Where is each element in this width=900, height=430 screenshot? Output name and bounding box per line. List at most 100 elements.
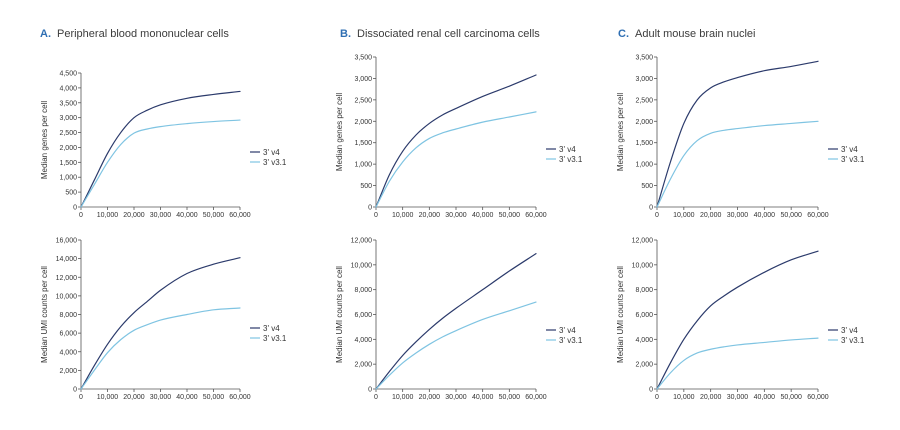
y-tick-label-b-umi: 10,000 — [351, 262, 373, 269]
x-tick-label-b-genes: 20,000 — [419, 212, 441, 219]
x-tick-label-b-umi: 40,000 — [472, 394, 494, 401]
y-tick-label-c-genes: 3,000 — [635, 76, 653, 83]
x-tick-label-a-genes: 0 — [79, 212, 83, 219]
y-tick-label-b-genes: 2,500 — [354, 97, 372, 104]
y-axis-label-a-genes: Median genes per cell — [40, 101, 49, 179]
y-tick-label-c-umi: 2,000 — [635, 362, 653, 369]
panel-b-title-text: Dissociated renal cell carcinoma cells — [357, 28, 540, 40]
x-tick-label-b-genes: 50,000 — [499, 212, 521, 219]
x-tick-label-a-genes: 50,000 — [203, 212, 225, 219]
y-tick-label-b-umi: 0 — [368, 387, 372, 394]
y-tick-label-a-umi: 12,000 — [56, 275, 78, 282]
x-tick-label-c-genes: 10,000 — [673, 212, 695, 219]
x-tick-label-b-genes: 40,000 — [472, 212, 494, 219]
y-axis-label-c-genes: Median genes per cell — [616, 93, 625, 171]
panel-c-title: C. Adult mouse brain nuclei — [618, 28, 755, 40]
series-line-v4-a-genes — [80, 90, 241, 208]
x-tick-label-b-genes: 10,000 — [392, 212, 414, 219]
y-tick-label-a-genes: 1,000 — [59, 175, 77, 182]
y-tick-label-c-genes: 0 — [649, 205, 653, 212]
x-tick-label-a-umi: 30,000 — [150, 394, 172, 401]
x-tick-label-c-umi: 60,000 — [807, 394, 829, 401]
panel-a-title: A. Peripheral blood mononuclear cells — [40, 28, 229, 40]
y-axis-label-a-umi: Median UMI counts per cell — [40, 266, 49, 363]
legend-label-v4-b-umi: 3' v4 — [559, 326, 576, 335]
y-tick-label-a-umi: 4,000 — [59, 349, 77, 356]
y-tick-label-a-genes: 0 — [73, 205, 77, 212]
x-tick-label-c-umi: 30,000 — [727, 394, 749, 401]
y-axis-label-b-umi: Median UMI counts per cell — [335, 266, 344, 363]
y-tick-label-c-genes: 2,000 — [635, 119, 653, 126]
y-tick-label-c-umi: 0 — [649, 387, 653, 394]
y-tick-label-a-umi: 10,000 — [56, 293, 78, 300]
panel-a-letter: A. — [40, 28, 51, 40]
x-tick-label-c-genes: 20,000 — [700, 212, 722, 219]
x-tick-label-c-umi: 20,000 — [700, 394, 722, 401]
x-tick-label-b-genes: 0 — [374, 212, 378, 219]
y-tick-label-b-genes: 3,500 — [354, 55, 372, 62]
y-tick-label-c-genes: 2,500 — [635, 97, 653, 104]
panel-b-letter: B. — [340, 28, 351, 40]
series-line-v3-1-c-genes — [656, 120, 819, 208]
y-tick-label-a-genes: 3,000 — [59, 115, 77, 122]
y-tick-label-c-genes: 500 — [641, 183, 653, 190]
panel-c-letter: C. — [618, 28, 629, 40]
y-tick-label-b-genes: 2,000 — [354, 119, 372, 126]
x-tick-label-c-genes: 40,000 — [754, 212, 776, 219]
x-tick-label-a-genes: 10,000 — [97, 212, 119, 219]
y-tick-label-b-genes: 1,000 — [354, 162, 372, 169]
x-tick-label-b-umi: 20,000 — [419, 394, 441, 401]
legend-label-v3-1-a-genes: 3' v3.1 — [263, 158, 287, 167]
y-tick-label-c-genes: 3,500 — [635, 55, 653, 62]
x-tick-label-c-umi: 10,000 — [673, 394, 695, 401]
legend-label-v4-b-genes: 3' v4 — [559, 145, 576, 154]
x-tick-label-b-genes: 60,000 — [525, 212, 547, 219]
y-tick-label-c-umi: 4,000 — [635, 337, 653, 344]
x-tick-label-c-umi: 0 — [655, 394, 659, 401]
y-tick-label-c-umi: 12,000 — [632, 238, 654, 245]
legend-label-v3-1-b-umi: 3' v3.1 — [559, 336, 583, 345]
x-tick-label-c-umi: 50,000 — [780, 394, 802, 401]
legend-label-v3-1-c-umi: 3' v3.1 — [841, 336, 865, 345]
legend-label-v4-c-genes: 3' v4 — [841, 145, 858, 154]
y-tick-label-a-genes: 4,500 — [59, 71, 77, 78]
y-axis-label-b-genes: Median genes per cell — [335, 93, 344, 171]
series-line-v3-1-a-genes — [80, 119, 241, 208]
y-tick-label-a-umi: 6,000 — [59, 331, 77, 338]
legend-label-v3-1-b-genes: 3' v3.1 — [559, 155, 583, 164]
y-axis-label-c-umi: Median UMI counts per cell — [616, 266, 625, 363]
x-tick-label-a-umi: 60,000 — [229, 394, 251, 401]
y-tick-label-a-umi: 2,000 — [59, 368, 77, 375]
y-tick-label-a-genes: 500 — [65, 190, 77, 197]
y-tick-label-b-umi: 12,000 — [351, 238, 373, 245]
x-tick-label-b-umi: 50,000 — [499, 394, 521, 401]
series-line-v3-1-c-umi — [656, 337, 819, 390]
x-tick-label-a-genes: 40,000 — [176, 212, 198, 219]
x-tick-label-a-genes: 20,000 — [123, 212, 145, 219]
series-line-v4-a-umi — [80, 257, 241, 390]
series-line-v4-c-genes — [656, 60, 819, 208]
series-line-v3-1-b-umi — [375, 301, 537, 390]
x-tick-label-a-umi: 0 — [79, 394, 83, 401]
series-line-v4-b-umi — [375, 253, 537, 390]
y-tick-label-a-genes: 2,000 — [59, 145, 77, 152]
y-tick-label-c-genes: 1,500 — [635, 140, 653, 147]
x-tick-label-b-umi: 10,000 — [392, 394, 414, 401]
x-tick-label-c-genes: 30,000 — [727, 212, 749, 219]
x-tick-label-b-genes: 30,000 — [445, 212, 467, 219]
x-tick-label-a-genes: 60,000 — [229, 212, 251, 219]
legend-label-v4-a-umi: 3' v4 — [263, 324, 280, 333]
y-tick-label-b-umi: 6,000 — [354, 312, 372, 319]
y-tick-label-c-genes: 1,000 — [635, 162, 653, 169]
legend-label-v3-1-c-genes: 3' v3.1 — [841, 155, 865, 164]
series-line-v4-b-genes — [375, 74, 537, 208]
y-tick-label-a-genes: 4,000 — [59, 85, 77, 92]
y-tick-label-a-genes: 3,500 — [59, 100, 77, 107]
x-tick-label-a-umi: 10,000 — [97, 394, 119, 401]
x-tick-label-c-umi: 40,000 — [754, 394, 776, 401]
y-tick-label-b-genes: 500 — [360, 183, 372, 190]
y-tick-label-c-umi: 8,000 — [635, 287, 653, 294]
legend-label-v3-1-a-umi: 3' v3.1 — [263, 334, 287, 343]
y-tick-label-c-umi: 6,000 — [635, 312, 653, 319]
y-tick-label-a-genes: 2,500 — [59, 130, 77, 137]
